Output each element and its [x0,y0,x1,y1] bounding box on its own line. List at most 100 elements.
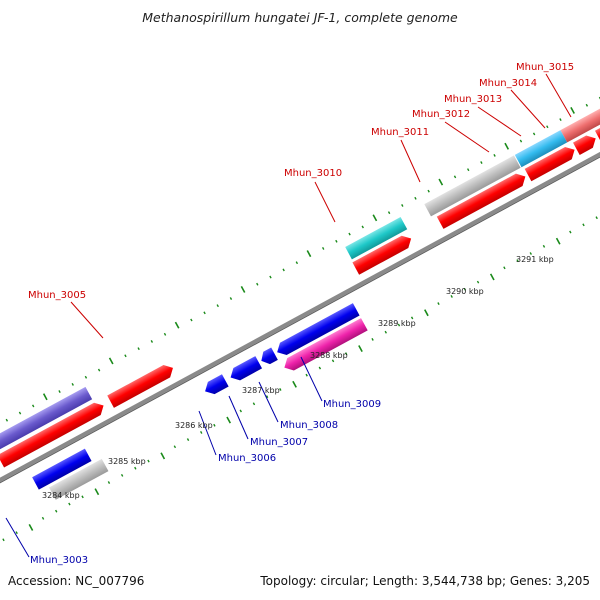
gene-mhun-3011[interactable] [436,170,529,229]
scale-label: 3288 kbp [310,351,348,360]
minor-tick [450,295,453,298]
minor-tick [186,438,190,442]
scale-labels: 3284 kbp 3285 kbp 3286 kbp 3287 kbp 3288… [42,255,554,500]
major-tick [292,380,297,388]
minor-tick [532,132,536,136]
major-tick [504,142,510,150]
minor-tick [466,168,470,172]
minor-tick [476,280,480,284]
minor-tick [203,311,206,315]
minor-tick [81,495,84,499]
minor-tick [2,538,5,542]
minor-tick [68,502,71,506]
minor-tick [71,382,74,386]
minor-tick [331,359,335,363]
major-tick [489,273,495,281]
inner-tick-row [2,216,598,542]
minor-tick [150,340,154,343]
gene-labels-bottom: Mhun_3003 Mhun_3006 Mhun_3007 Mhun_3008 … [30,399,381,566]
red-feature-left [0,402,104,468]
blue-feature-left [32,448,92,490]
minor-tick [107,481,111,484]
label-mhun-3003[interactable]: Mhun_3003 [30,555,88,566]
grey-feature-left [49,458,109,500]
minor-tick [345,352,348,356]
genome-backbone [0,111,600,516]
gene-mhun-3013[interactable] [560,107,600,143]
map-title: Methanospirillum hungatei JF-1, complete… [142,10,458,25]
gene-mhun-3006[interactable] [202,374,229,397]
minor-tick [55,509,58,513]
major-tick [174,321,180,329]
minor-tick [585,103,589,107]
red-feature-3010 [352,235,412,275]
gene-mhun-3008[interactable] [258,347,278,367]
label-mhun-3005[interactable]: Mhun_3005 [28,290,86,301]
major-tick [42,393,48,401]
gene-mhun-3005[interactable] [107,362,176,408]
minor-tick [335,239,338,243]
minor-tick [503,266,506,270]
label-mhun-3007[interactable]: Mhun_3007 [250,437,308,448]
genome-backbone-shade [0,114,600,517]
minor-tick [559,118,562,122]
minor-tick [519,139,523,143]
label-mhun-3008[interactable]: Mhun_3008 [280,420,338,431]
label-mhun-3013[interactable]: Mhun_3013 [444,94,502,105]
minor-tick [453,175,457,179]
map-rotated-frame [0,96,600,542]
gene-mhun-3012[interactable] [514,130,568,168]
label-mhun-3006[interactable]: Mhun_3006 [218,453,276,464]
minor-tick [318,366,322,370]
major-tick [240,285,246,293]
minor-tick [41,516,45,520]
topology-text: Topology: circular; Length: 3,544,738 bp… [260,574,590,588]
major-tick [424,309,429,317]
label-mhun-3011[interactable]: Mhun_3011 [371,127,429,138]
major-tick [358,345,363,352]
label-mhun-3012[interactable]: Mhun_3012 [412,109,470,120]
gene-blue-long[interactable] [274,303,360,358]
minor-tick [282,268,285,272]
label-mhun-3009[interactable]: Mhun_3009 [323,399,381,410]
minor-tick [239,409,242,413]
bottom-leader-lines [5,356,323,558]
label-mhun-3014[interactable]: Mhun_3014 [479,78,537,89]
minor-tick [401,204,404,207]
grey-feature-3011 [424,155,521,217]
minor-tick [546,125,549,129]
scale-label: 3285 kbp [108,457,146,466]
minor-tick [137,347,140,351]
label-mhun-3010[interactable]: Mhun_3010 [284,168,342,179]
major-tick [372,214,378,222]
minor-tick [321,246,325,250]
minor-tick [480,161,483,164]
label-mhun-3015[interactable]: Mhun_3015 [516,62,574,73]
minor-tick [216,304,219,308]
minor-tick [190,318,193,322]
minor-tick [595,216,598,220]
top-leader-lines [70,73,572,339]
minor-tick [427,189,430,193]
scale-label: 3287 kbp [242,386,280,395]
minor-tick [124,354,127,358]
major-tick [438,178,444,186]
minor-tick [200,430,203,434]
minor-tick [387,211,391,215]
minor-tick [529,252,532,255]
minor-tick [279,388,282,391]
gene-mhun-3010[interactable] [345,216,408,260]
minor-tick [213,423,216,427]
gene-mhun-3007[interactable] [227,356,263,384]
minor-tick [410,316,414,320]
major-tick [555,237,561,245]
red-feature-3012 [524,146,575,182]
minor-tick [397,323,401,327]
minor-tick [516,259,519,263]
minor-tick [414,196,417,200]
minor-tick [569,230,572,234]
minor-tick [361,225,364,229]
major-tick [94,488,100,496]
gene-mhun-3009[interactable] [281,318,368,374]
